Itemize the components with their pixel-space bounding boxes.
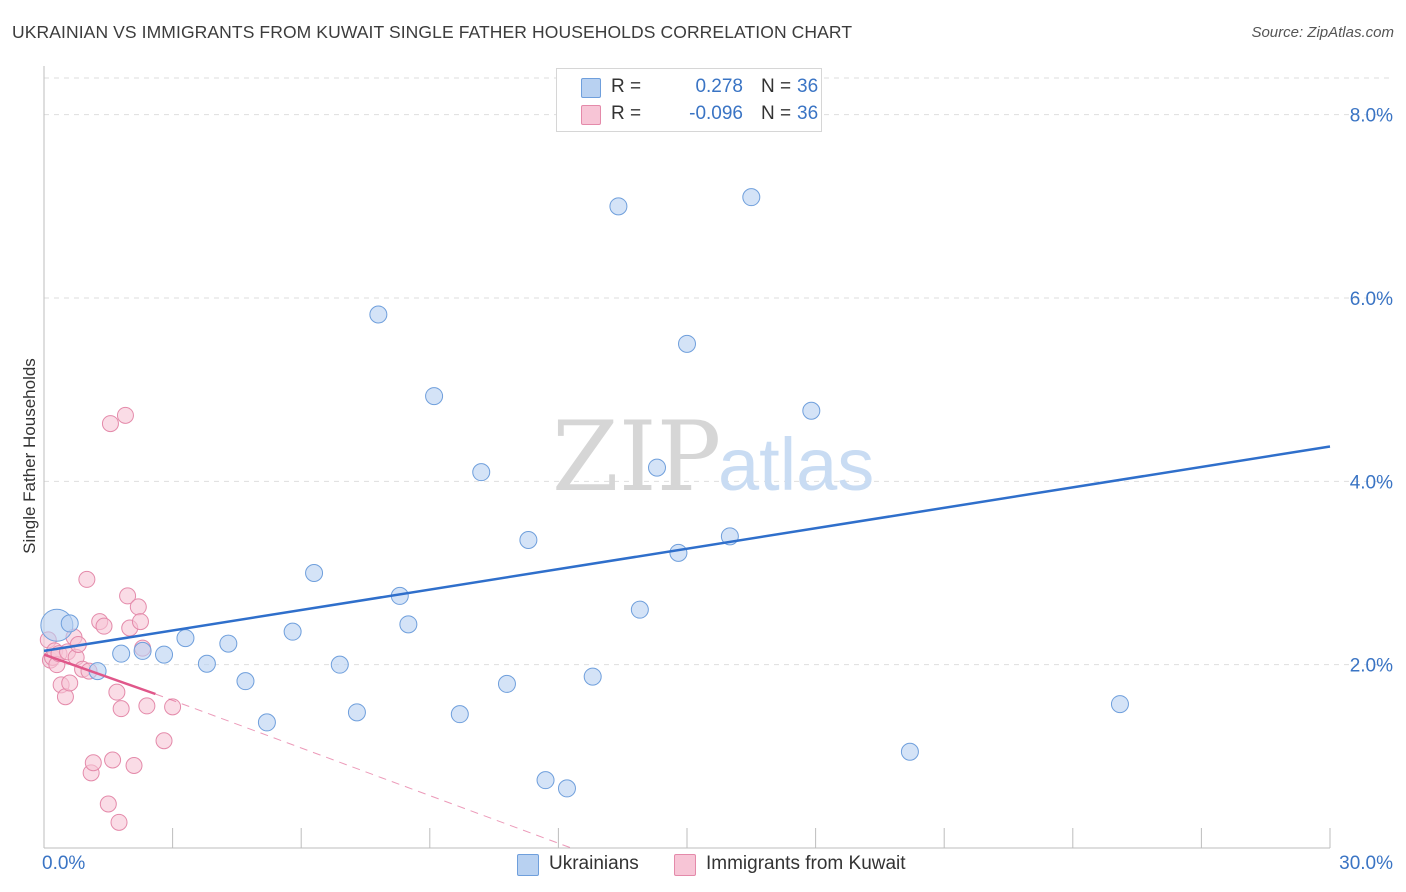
legend-n-label: N = <box>761 103 792 124</box>
correlation-legend: R = 0.278 N = 36 R = -0.096 N = 36 <box>556 68 822 132</box>
x-tick-label-min: 0.0% <box>42 853 85 874</box>
bottom-legend-swatch-pink <box>674 854 696 876</box>
ukrainian-point <box>669 543 688 562</box>
bottom-legend-label: Ukrainians <box>549 853 639 874</box>
kuwait-point <box>119 587 137 605</box>
ukrainian-point <box>678 334 696 353</box>
ukrainian-point <box>283 622 302 641</box>
kuwait-point <box>155 732 173 750</box>
ukrainian-point <box>630 600 649 619</box>
kuwait-point <box>104 751 122 769</box>
ukrainian-point <box>197 654 216 673</box>
ukrainian-point <box>497 674 516 693</box>
ukrainian-point <box>155 645 174 664</box>
kuwait-point <box>164 698 182 716</box>
kuwait-point <box>61 674 79 692</box>
kuwait-point <box>99 795 117 813</box>
y-tick-label: 8.0% <box>1350 106 1393 127</box>
ukrainian-point <box>133 641 152 660</box>
ukrainian-point <box>900 742 919 761</box>
legend-r-value: 0.278 <box>695 76 743 97</box>
kuwait-point <box>129 598 147 616</box>
kuwait-point <box>95 617 113 635</box>
ukrainian-point <box>176 629 195 648</box>
axes <box>43 66 1331 849</box>
kuwait-point <box>108 683 126 701</box>
kuwait-point <box>138 697 156 715</box>
ukrainian-point <box>330 655 349 674</box>
ukrainian-point <box>60 614 79 633</box>
ukrainian-point <box>112 644 131 663</box>
ukrainian-point <box>802 401 821 420</box>
ukrainian-point <box>472 463 491 482</box>
kuwait-point <box>131 613 149 631</box>
y-tick-label: 2.0% <box>1350 656 1393 677</box>
ukrainian-point <box>399 615 418 634</box>
legend-r-value: -0.096 <box>689 103 743 124</box>
ukrainian-point <box>1110 695 1129 714</box>
ukrainian-point <box>305 564 324 582</box>
ukrainian-point <box>369 305 388 324</box>
ukrainian-point <box>583 667 602 686</box>
x-tick-label-max: 30.0% <box>1339 853 1393 874</box>
ukrainian-point <box>536 771 555 790</box>
gridlines <box>44 77 1392 666</box>
kuwait-point <box>112 700 130 718</box>
chart-title: UKRAINIAN VS IMMIGRANTS FROM KUWAIT SING… <box>12 22 853 42</box>
kuwait-trend-extension <box>155 693 572 849</box>
ukrainian-point <box>519 531 538 549</box>
ukrainian-point <box>742 188 761 207</box>
trend-lines <box>43 445 1331 849</box>
ukrainian-point <box>257 713 276 732</box>
kuwait-trend-line <box>43 653 156 696</box>
ukrainian-points <box>40 188 1129 798</box>
kuwait-point <box>101 415 119 433</box>
watermark-atlas: atlas <box>718 423 874 506</box>
ukrainian-point <box>609 197 628 216</box>
ukrainian-point <box>450 705 469 724</box>
legend-swatch-pink <box>581 105 601 125</box>
ukrainian-point <box>425 387 444 406</box>
legend-n-value: 36 <box>797 76 819 97</box>
legend-r-label: R = <box>611 103 642 124</box>
legend-n-value: 36 <box>797 103 819 124</box>
ukrainian-point <box>219 634 238 653</box>
kuwait-point <box>84 754 102 772</box>
kuwait-point <box>116 406 134 424</box>
watermark: ZIP atlas <box>552 401 874 513</box>
ukrainian-trend-line <box>43 445 1331 653</box>
source-label: Source: ZipAtlas.com <box>1251 24 1394 41</box>
ukrainian-point <box>236 672 255 691</box>
tick-labels: 2.0% 4.0% 6.0% 8.0% 0.0% 30.0% <box>42 106 1393 874</box>
legend-n-label: N = <box>761 76 792 97</box>
bottom-legend-label: Immigrants from Kuwait <box>706 853 906 874</box>
watermark-zip: ZIP <box>552 401 721 513</box>
legend-swatch-blue <box>581 78 601 98</box>
ukrainian-point <box>557 779 576 798</box>
ukrainian-point <box>347 703 366 722</box>
legend-r-label: R = <box>611 76 642 97</box>
y-tick-label: 6.0% <box>1350 289 1393 310</box>
bottom-legend-swatch-blue <box>517 854 539 876</box>
kuwait-point <box>125 757 143 774</box>
kuwait-point <box>110 813 128 831</box>
y-tick-label: 4.0% <box>1350 472 1393 493</box>
kuwait-point <box>78 570 96 588</box>
ukrainian-point <box>647 458 666 477</box>
